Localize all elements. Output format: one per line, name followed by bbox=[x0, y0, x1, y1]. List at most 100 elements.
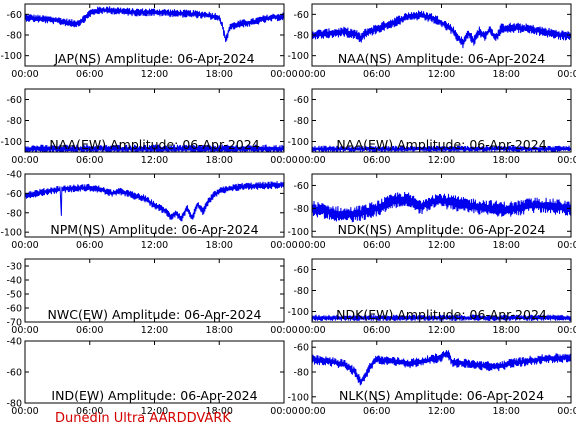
x-tick-label: 00:00 bbox=[557, 406, 576, 417]
x-tick-label: 06:00 bbox=[76, 325, 103, 336]
y-tick-label: -100 bbox=[287, 137, 309, 148]
y-tick-label: -60 bbox=[293, 10, 309, 21]
chart-panel-9: 00:00 06:00 12:00 18:00 00:00 -40 -60 -80 IND(EW… bbox=[6, 337, 297, 418]
x-tick-label: 06:00 bbox=[363, 155, 390, 166]
x-tick-label: 12:00 bbox=[428, 69, 455, 80]
x-tick-label: 00:00 bbox=[11, 406, 38, 417]
x-tick-label: 00:00 bbox=[270, 155, 297, 166]
y-tick-label: -60 bbox=[6, 304, 22, 315]
chart-title: NDK(NS) Amplitude: 06-Apr-2024 bbox=[338, 222, 546, 237]
y-tick-label: -100 bbox=[0, 137, 22, 148]
series-line bbox=[312, 145, 571, 152]
x-tick-label: 06:00 bbox=[76, 155, 103, 166]
chart-title: NAA(NS) Amplitude: 06-Apr-2024 bbox=[338, 51, 545, 66]
chart-title: NAA(EW) Amplitude: 06-Apr-2024 bbox=[336, 137, 546, 152]
x-tick-label: 00:00 bbox=[11, 69, 38, 80]
y-tick-label: -60 bbox=[293, 95, 309, 106]
x-tick-label: 12:00 bbox=[428, 406, 455, 417]
y-tick-label: -40 bbox=[6, 337, 22, 348]
series-line bbox=[312, 10, 571, 49]
chart-title: NPM(NS) Amplitude: 06-Apr-2024 bbox=[50, 222, 258, 237]
x-tick-label: 00:00 bbox=[270, 240, 297, 251]
y-tick-label: -60 bbox=[6, 189, 22, 200]
chart-panel-8: 00:00 06:00 12:00 18:00 00:00 -60 -80 -100 NDK(E… bbox=[287, 258, 576, 336]
series-line bbox=[25, 6, 284, 43]
series-trace bbox=[312, 10, 571, 49]
x-tick-label: 00:00 bbox=[298, 69, 325, 80]
x-tick-label: 00:00 bbox=[270, 406, 297, 417]
y-tick-label: -80 bbox=[6, 208, 22, 219]
y-tick-label: -60 bbox=[293, 265, 309, 276]
chart-title: JAP(NS) Amplitude: 06-Apr-2024 bbox=[53, 51, 254, 66]
x-tick-label: 18:00 bbox=[206, 406, 233, 417]
x-tick-label: 18:00 bbox=[493, 69, 520, 80]
series-line bbox=[25, 181, 284, 222]
x-tick-label: 06:00 bbox=[76, 69, 103, 80]
x-tick-label: 18:00 bbox=[493, 155, 520, 166]
x-tick-label: 00:00 bbox=[270, 69, 297, 80]
y-tick-label: -80 bbox=[293, 204, 309, 215]
x-tick-label: 18:00 bbox=[493, 240, 520, 251]
x-tick-label: 00:00 bbox=[557, 69, 576, 80]
y-tick-label: -30 bbox=[6, 262, 22, 273]
x-tick-label: 12:00 bbox=[141, 155, 168, 166]
series-trace bbox=[312, 191, 571, 223]
x-tick-label: 06:00 bbox=[363, 406, 390, 417]
chart-panel-5: 00:00 06:00 12:00 18:00 00:00 -40 -60 -80 -100 NP… bbox=[0, 170, 297, 252]
y-tick-label: -80 bbox=[6, 31, 22, 42]
x-tick-label: 00:00 bbox=[298, 240, 325, 251]
x-tick-label: 00:00 bbox=[298, 155, 325, 166]
chart-panel-1: 00:00 06:00 12:00 18:00 00:00 -60 -80 -100 JAP(N… bbox=[0, 3, 298, 80]
x-tick-label: 12:00 bbox=[428, 155, 455, 166]
x-tick-label: 12:00 bbox=[141, 406, 168, 417]
chart-panel-3: 00:00 06:00 12:00 18:00 00:00 -60 -80 -100 NAA(E… bbox=[0, 88, 298, 166]
y-tick-label: -100 bbox=[0, 228, 22, 239]
series-line bbox=[25, 144, 284, 152]
x-tick-label: 18:00 bbox=[206, 69, 233, 80]
y-tick-label: -80 bbox=[293, 31, 309, 42]
y-tick-label: -50 bbox=[6, 290, 22, 301]
x-tick-label: 06:00 bbox=[76, 240, 103, 251]
y-tick-label: -80 bbox=[6, 116, 22, 127]
y-tick-label: -80 bbox=[293, 368, 309, 379]
x-tick-label: 06:00 bbox=[363, 69, 390, 80]
series-trace bbox=[25, 144, 284, 152]
x-tick-label: 06:00 bbox=[76, 406, 103, 417]
y-tick-label: -100 bbox=[0, 51, 22, 62]
y-tick-label: -100 bbox=[287, 307, 309, 318]
x-tick-label: 00:00 bbox=[270, 325, 297, 336]
chart-title: IND(EW) Amplitude: 06-Apr-2024 bbox=[51, 388, 257, 403]
chart-panel-10: 00:00 06:00 12:00 18:00 00:00 -60 -80 -100 NLK(N… bbox=[287, 340, 576, 417]
x-tick-label: 00:00 bbox=[11, 155, 38, 166]
x-tick-label: 18:00 bbox=[493, 325, 520, 336]
x-tick-label: 12:00 bbox=[428, 325, 455, 336]
x-tick-label: 12:00 bbox=[141, 69, 168, 80]
chart-title: NDK(EW) Amplitude: 06-Apr-2024 bbox=[336, 307, 547, 322]
x-tick-label: 00:00 bbox=[557, 240, 576, 251]
y-tick-label: -80 bbox=[293, 286, 309, 297]
x-tick-label: 18:00 bbox=[206, 155, 233, 166]
x-tick-label: 00:00 bbox=[557, 325, 576, 336]
chart-panel-2: 00:00 06:00 12:00 18:00 00:00 -60 -80 -100 NAA(N… bbox=[287, 3, 576, 80]
chart-panel-7: 00:00 06:00 12:00 18:00 00:00 -30 -40 -50 -60 -70… bbox=[6, 258, 298, 336]
series-line bbox=[312, 191, 571, 223]
series-trace bbox=[312, 314, 571, 321]
y-tick-label: -80 bbox=[6, 399, 22, 410]
chart-title: NAA(EW) Amplitude: 06-Apr-2024 bbox=[49, 137, 259, 152]
x-tick-label: 00:00 bbox=[11, 240, 38, 251]
series-trace bbox=[312, 350, 571, 386]
series-trace bbox=[25, 6, 284, 43]
x-tick-label: 06:00 bbox=[363, 240, 390, 251]
x-tick-label: 12:00 bbox=[428, 240, 455, 251]
y-tick-label: -60 bbox=[6, 368, 22, 379]
footer-label: Dunedin Ultra AARDDVARK bbox=[55, 411, 231, 426]
y-tick-label: -60 bbox=[6, 95, 22, 106]
series-trace bbox=[25, 181, 284, 222]
y-tick-label: -70 bbox=[6, 318, 22, 329]
x-tick-label: 00:00 bbox=[298, 325, 325, 336]
y-tick-label: -100 bbox=[287, 227, 309, 238]
x-tick-label: 00:00 bbox=[11, 325, 38, 336]
chart-title: NLK(NS) Amplitude: 06-Apr-2024 bbox=[339, 388, 544, 403]
chart-panel-4: 00:00 06:00 12:00 18:00 00:00 -60 -80 -100 NAA(E… bbox=[287, 88, 576, 166]
